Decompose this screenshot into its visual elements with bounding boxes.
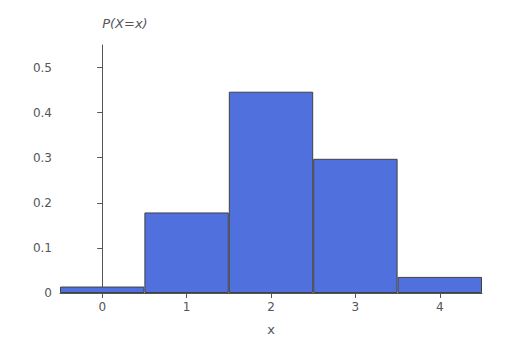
- svg-text:3: 3: [352, 300, 360, 314]
- svg-text:0: 0: [98, 300, 106, 314]
- svg-text:0.2: 0.2: [33, 196, 52, 210]
- svg-text:0: 0: [44, 286, 52, 300]
- svg-text:4: 4: [436, 300, 444, 314]
- svg-text:0.3: 0.3: [33, 151, 52, 165]
- svg-text:0.4: 0.4: [33, 106, 52, 120]
- svg-text:2: 2: [267, 300, 275, 314]
- svg-text:0.5: 0.5: [33, 61, 52, 75]
- svg-text:0.1: 0.1: [33, 241, 52, 255]
- svg-text:1: 1: [183, 300, 191, 314]
- svg-text:x: x: [267, 322, 275, 337]
- svg-text:P(X=x): P(X=x): [102, 16, 147, 31]
